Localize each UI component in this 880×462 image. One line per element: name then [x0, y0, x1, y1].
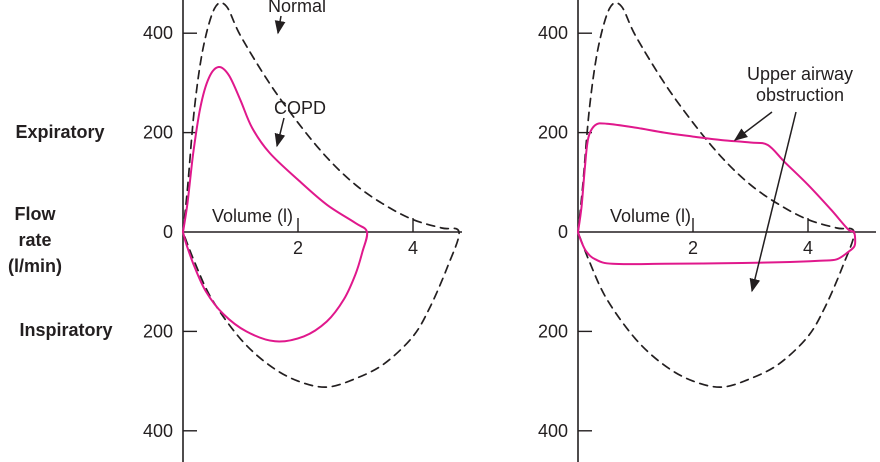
x-tick-label: 4	[803, 238, 813, 258]
y-tick-label: 400	[143, 421, 173, 441]
flow-rate-line2: rate	[18, 230, 52, 250]
x-axis-label: Volume (l)	[610, 206, 691, 226]
inspiratory-label: Inspiratory	[19, 320, 113, 340]
y-tick-label: 400	[538, 23, 568, 43]
series-upper-airway-obstruction	[577, 122, 857, 266]
x-tick-label: 2	[688, 238, 698, 258]
annotation-label: Normal	[268, 0, 326, 16]
y-tick-label: 400	[143, 23, 173, 43]
annotation-label: Upper airway	[747, 64, 853, 84]
annotation-arrow	[733, 111, 773, 141]
annotation-arrow	[749, 111, 797, 293]
y-tick-label: 200	[538, 321, 568, 341]
series-normal	[577, 1, 855, 388]
y-tick-label: 200	[143, 123, 173, 143]
left-panel: 400 200 0 200 400 2 4 Volume (l) Normal COPD	[143, 0, 462, 462]
right-panel: 400 200 0 200 400 2 4 Volume (l) Upper airwayobs…	[538, 0, 876, 462]
y-tick-label: 0	[163, 222, 173, 242]
y-tick-label: 200	[143, 321, 173, 341]
annotation-arrow	[274, 15, 286, 35]
expiratory-label: Expiratory	[15, 122, 105, 142]
annotation-arrow	[274, 117, 286, 148]
flow-rate-line3: (l/min)	[8, 256, 62, 276]
y-tick-label: 0	[558, 222, 568, 242]
y-tick-label: 200	[538, 123, 568, 143]
x-tick-label: 4	[408, 238, 418, 258]
series-copd	[182, 65, 369, 343]
annotation-label: COPD	[274, 98, 326, 118]
y-tick-label: 400	[538, 421, 568, 441]
x-tick-label: 2	[293, 238, 303, 258]
annotation-label: obstruction	[756, 85, 844, 105]
x-axis-label: Volume (l)	[212, 206, 293, 226]
series-normal	[182, 1, 460, 388]
flow-rate-line1: Flow	[14, 204, 56, 224]
